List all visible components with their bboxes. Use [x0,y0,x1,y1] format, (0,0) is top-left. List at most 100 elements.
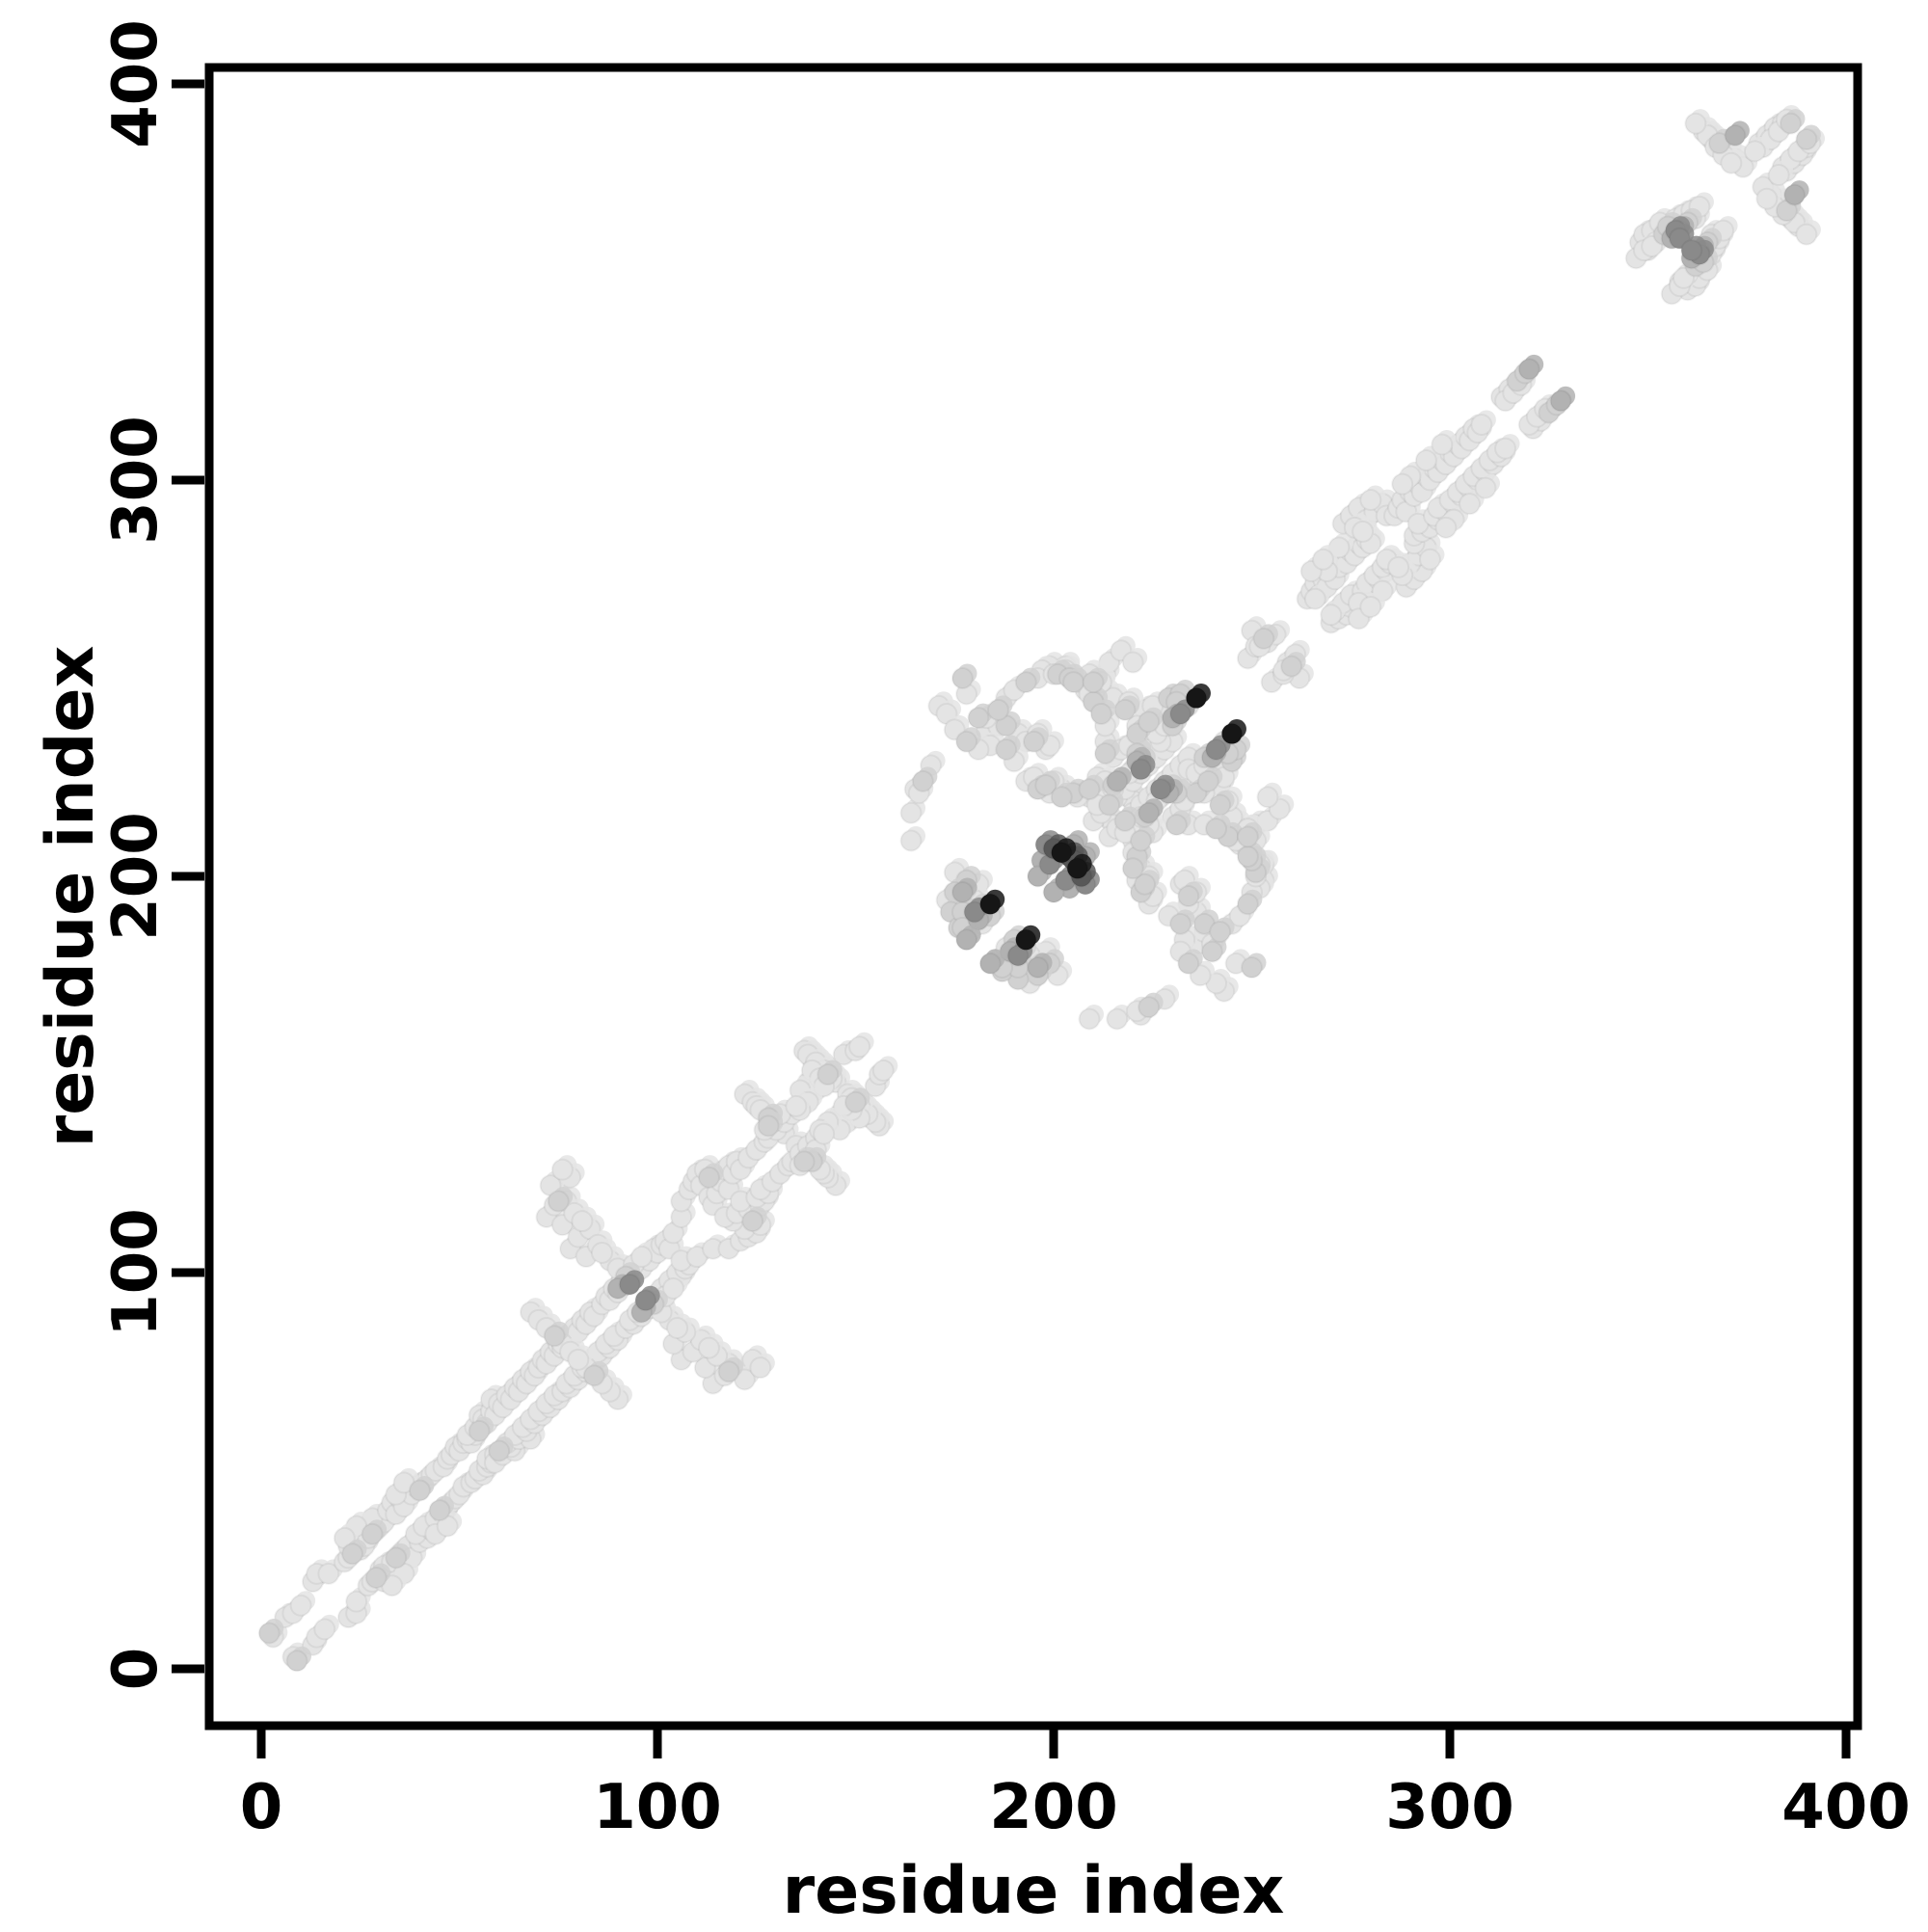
data-point [951,880,974,903]
x-tick-label: 300 [1385,1772,1514,1843]
data-point [1795,128,1818,151]
data-point [899,801,923,824]
data-point [1680,239,1703,262]
data-point [1200,940,1223,963]
data-point [817,1063,840,1086]
data-point [567,1348,590,1371]
data-point [1220,722,1244,745]
y-tick-label: 200 [100,812,172,941]
data-point [995,738,1018,761]
data-point [1078,778,1101,801]
data-point [1236,825,1259,848]
data-point [313,1618,336,1641]
data-point [1134,872,1157,896]
y-tick-label: 400 [100,19,172,148]
data-point [543,1325,566,1348]
data-point [1177,885,1200,908]
data-point [1684,112,1707,135]
data-point [1209,921,1232,944]
data-point [1459,493,1482,516]
data-point [630,1246,654,1269]
data-point [741,1210,764,1233]
data-point [1050,786,1073,809]
x-tick-label: 200 [989,1772,1118,1843]
data-point [1121,651,1144,674]
data-point [634,1289,657,1312]
data-point [1431,433,1454,456]
data-point [1303,587,1326,610]
data-point [1121,857,1144,880]
x-tick-label: 100 [593,1772,722,1843]
data-point [1022,730,1045,753]
data-point [571,1210,594,1233]
data-point [1138,996,1161,1019]
data-point [582,1364,605,1387]
data-point [1236,893,1259,916]
data-point [899,829,923,852]
data-point [951,667,974,689]
y-tick-label: 100 [100,1208,172,1337]
scatter-points [257,104,1826,1673]
data-point [1391,472,1414,496]
data-point [1311,548,1334,571]
data-point [385,1546,408,1570]
data-point [1169,702,1192,725]
x-tick-label: 0 [240,1772,283,1843]
data-point [1359,596,1382,619]
data-point [1236,845,1259,868]
data-point [1062,671,1085,694]
data-point [1795,223,1818,246]
data-point [1149,778,1172,801]
data-point [785,1094,808,1117]
data-point [1549,389,1572,413]
data-point [1165,814,1188,837]
data-point [1724,123,1747,147]
data-point [1414,448,1437,471]
data-point [1078,1007,1101,1031]
data-point [1113,698,1137,721]
data-point [1755,187,1779,210]
data-point [844,1090,867,1114]
data-point [1434,516,1458,539]
data-point [986,698,1009,721]
data-point [1280,655,1303,678]
data-point [1177,952,1200,975]
data-point [1082,671,1105,694]
data-point [911,769,934,792]
x-axis-title: residue index [783,1853,1285,1928]
data-point [978,893,1002,916]
data-point [1494,437,1517,460]
data-point [618,1273,641,1296]
data-point [1098,793,1121,817]
data-point [1027,956,1050,979]
data-point [1205,818,1228,841]
y-axis-ticks: 0 100 200 300 400 [100,19,204,1690]
data-point [813,1122,836,1145]
x-axis-ticks: 0 100 200 300 400 [240,1726,1911,1843]
data-point [345,1590,368,1613]
data-point [1169,912,1192,935]
data-point [1093,742,1116,765]
data-point [792,1150,816,1173]
data-point [1209,793,1232,817]
data-point [1106,769,1129,792]
data-point [1359,489,1382,512]
data-point [317,1562,340,1585]
y-axis-title: residue index [33,646,109,1148]
x-tick-label: 400 [1781,1772,1911,1843]
data-point [661,1276,684,1300]
data-point [289,1594,312,1617]
data-point [1034,773,1058,796]
data-point [967,707,990,730]
y-tick-label: 0 [100,1648,172,1691]
data-point [361,1522,384,1545]
data-point [1387,555,1410,578]
data-point [1138,801,1161,824]
data-point [547,1190,570,1213]
data-point [1517,358,1540,381]
data-point [955,730,978,753]
data-point [1320,604,1343,627]
data-point [717,1360,740,1383]
data-point [1014,928,1037,952]
